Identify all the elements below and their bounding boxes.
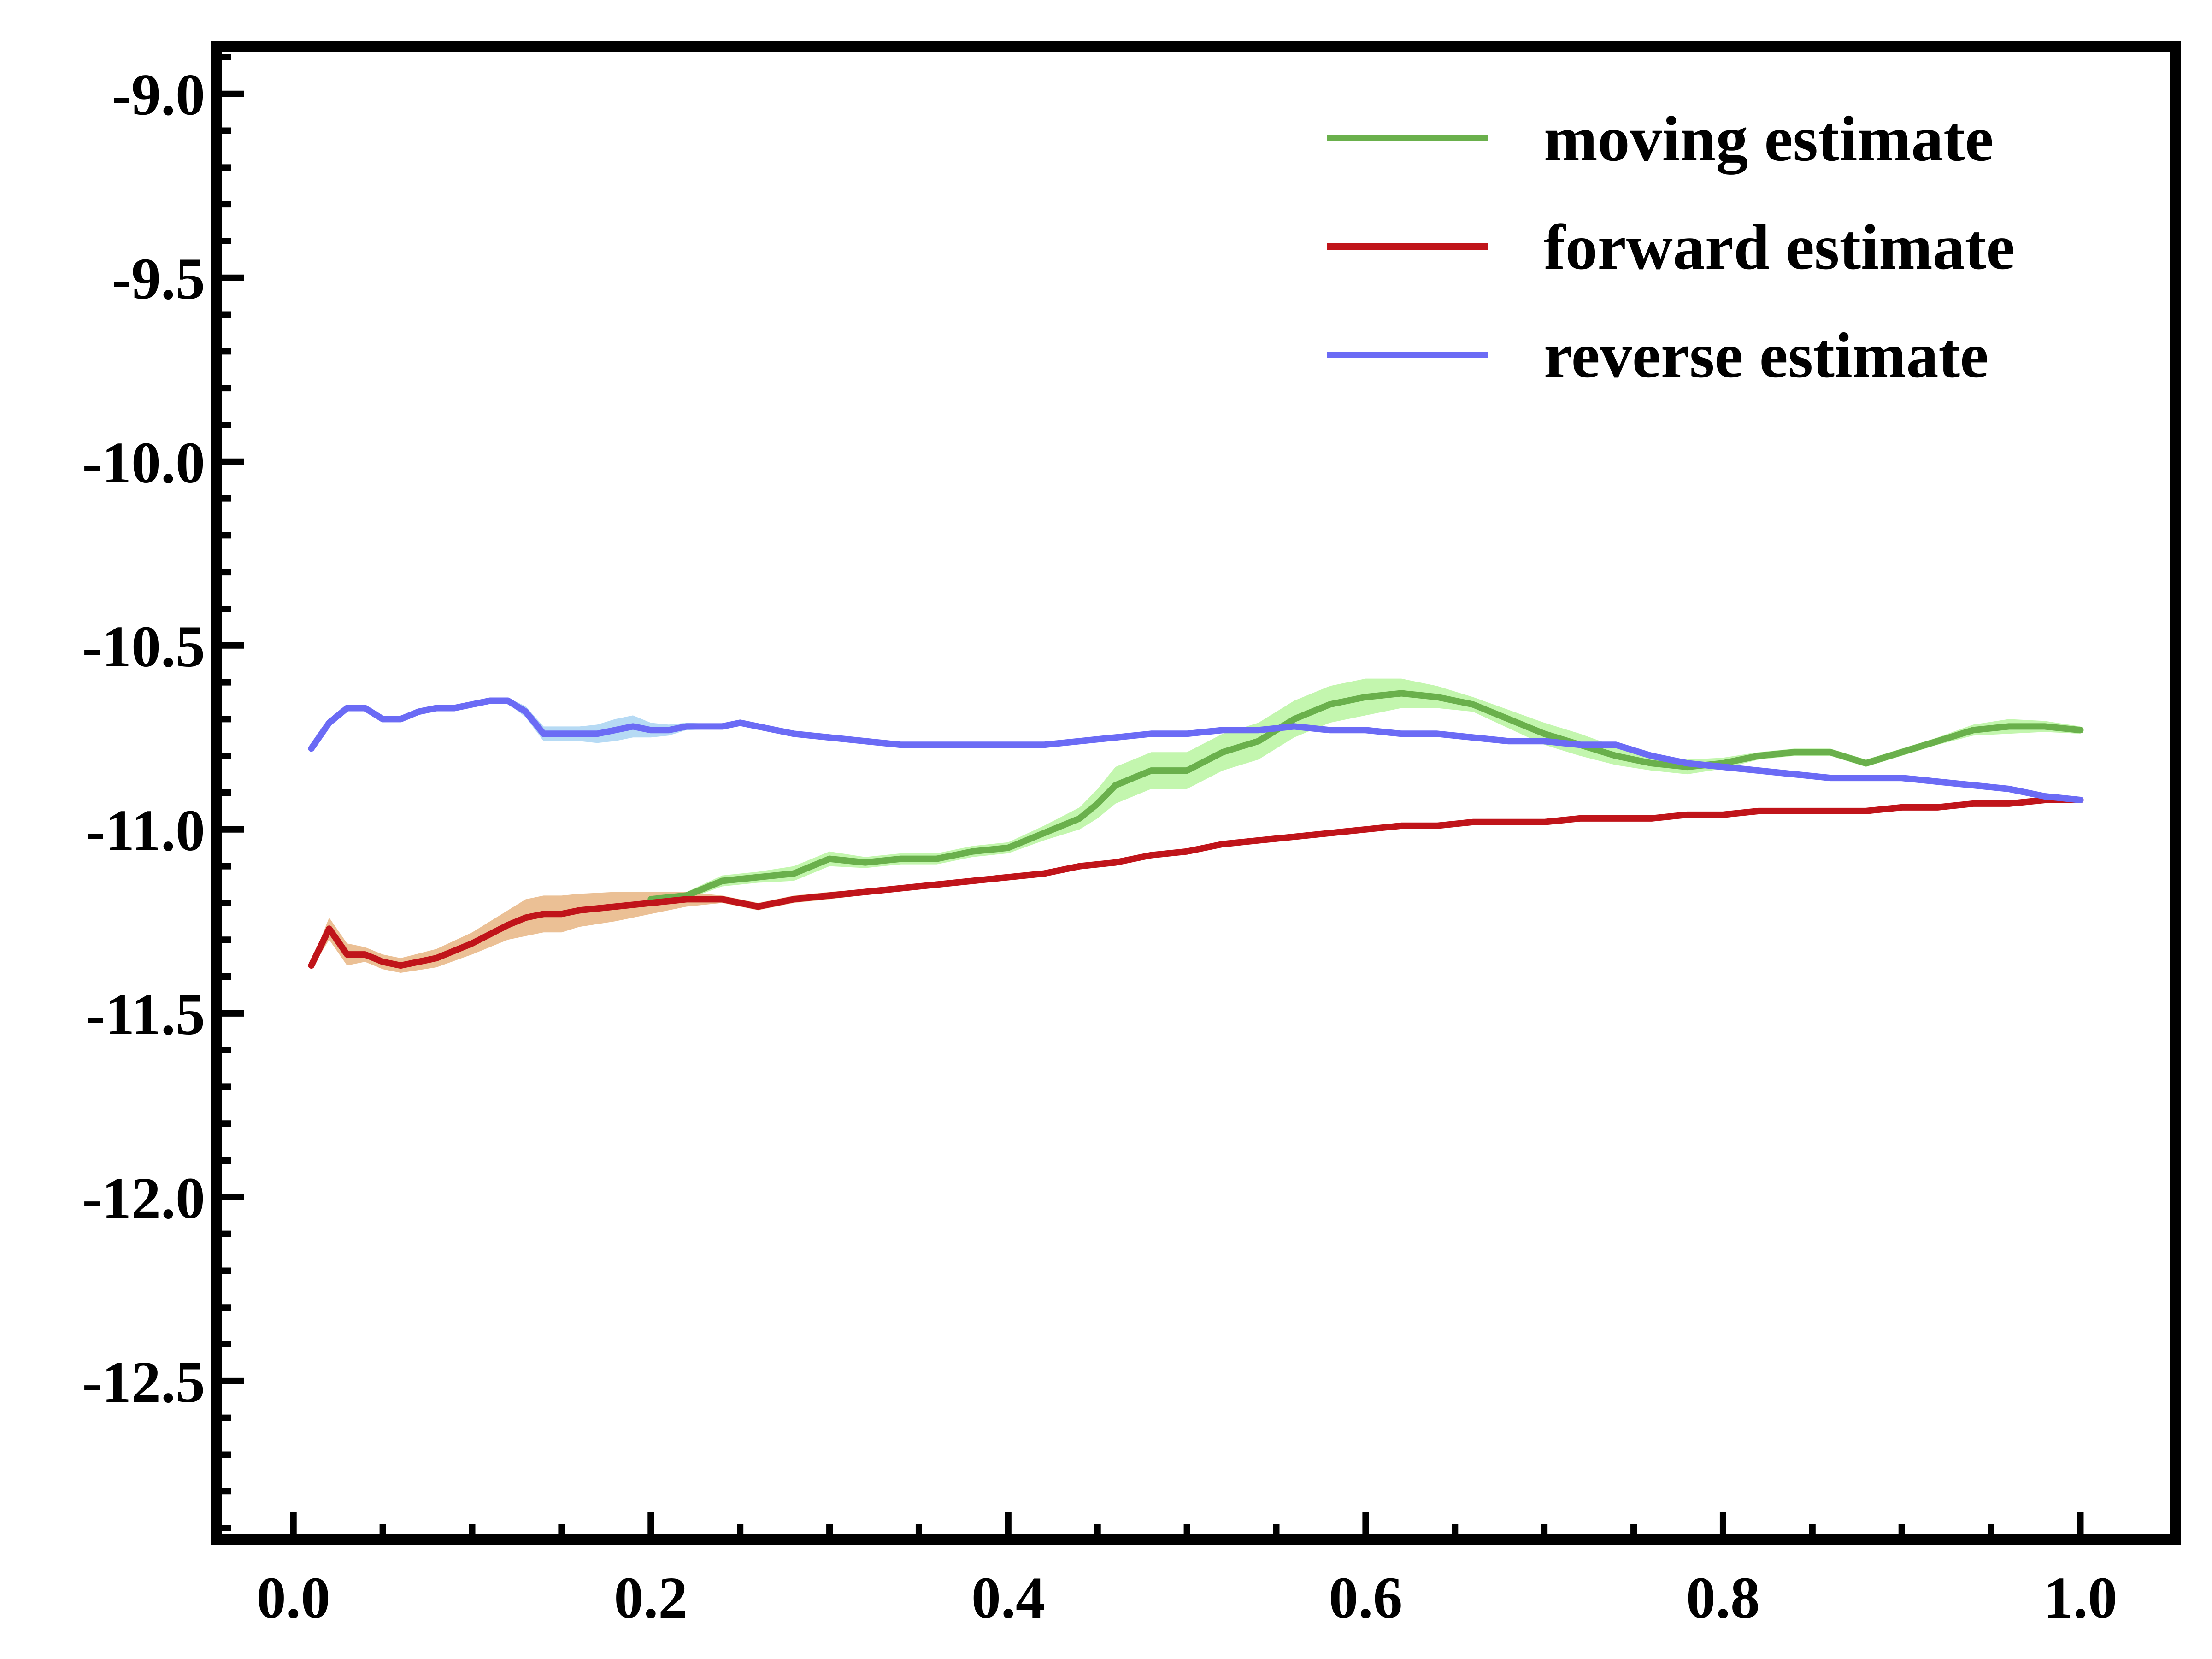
y-tick-label: -11.0 [85,798,205,863]
line-series-2 [308,797,2084,969]
y-tick-label: -12.0 [82,1165,205,1231]
x-tick-label: 0.2 [614,1565,688,1630]
y-tick-label: -12.5 [82,1349,205,1415]
y-tick-label: -9.0 [112,62,205,128]
y-tick-label: -10.0 [82,430,205,495]
legend-label-1: moving estimate [1544,103,1994,175]
line-series-1 [647,690,2084,903]
axis-tick-labels: 0.0 0.2 0.4 0.6 0.8 1.0 -9.0 -9.5 -10.0 -10.5 -11.… [82,62,2117,1630]
series-lines [308,690,2084,969]
legend-label-2: forward estimate [1544,212,2015,283]
x-tick-label: 0.4 [971,1565,1045,1630]
y-tick-label: -11.5 [85,982,205,1047]
x-tick-label: 0.0 [257,1565,330,1630]
y-tick-label: -10.5 [82,614,205,679]
plot-frame [211,41,2181,1545]
y-tick-label: -9.5 [112,246,205,312]
legend-label-3: reverse estimate [1544,320,1988,391]
x-tick-label: 0.6 [1329,1565,1402,1630]
x-tick-label: 0.8 [1686,1565,1760,1630]
line-series-3 [308,697,2084,803]
x-tick-label: 1.0 [2043,1565,2117,1630]
legend: moving estimate forward estimate reverse e… [1327,103,2015,391]
